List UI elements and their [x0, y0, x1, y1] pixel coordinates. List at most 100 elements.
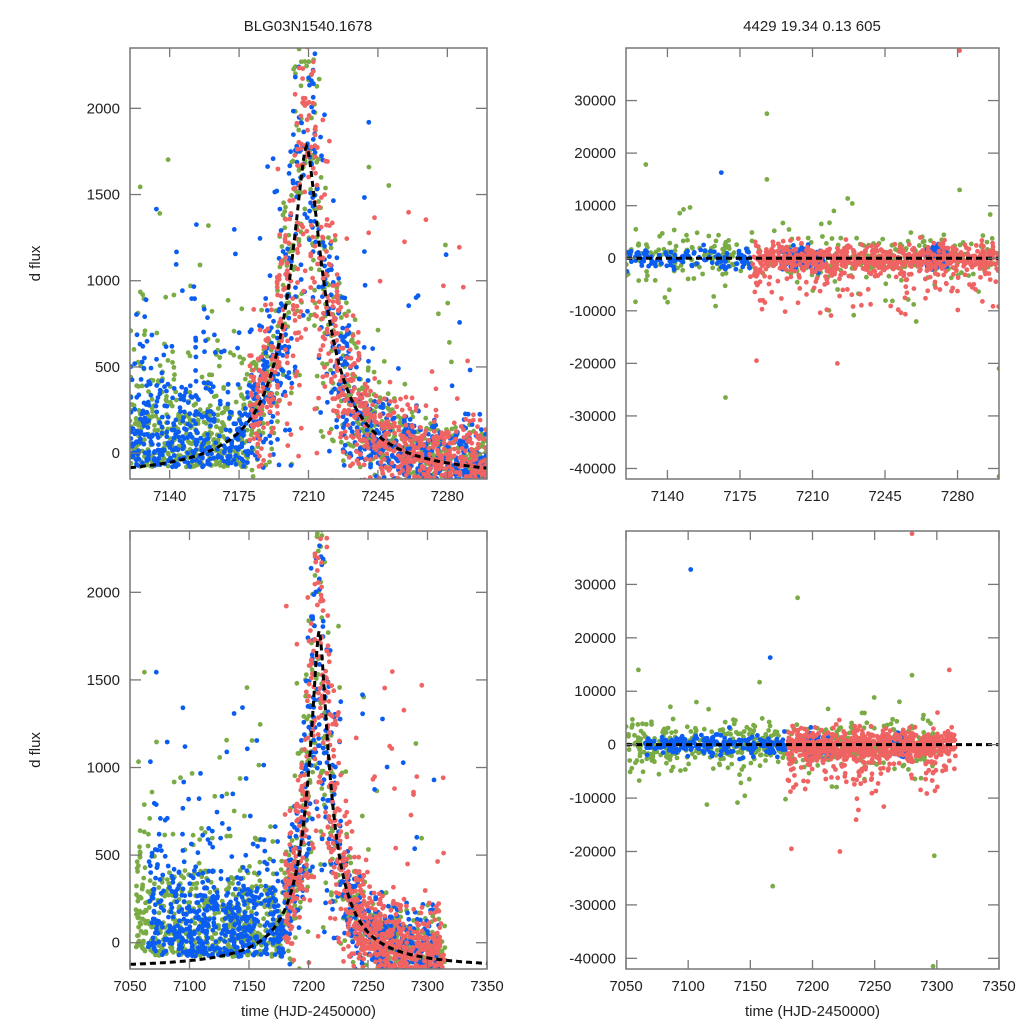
point-red — [269, 357, 275, 362]
y-tick-label: -10000 — [569, 303, 616, 320]
point-red — [260, 385, 266, 390]
point-red — [832, 252, 837, 258]
point-blue — [264, 308, 270, 313]
point-blue — [340, 414, 346, 420]
point-red — [312, 406, 318, 412]
point-red — [839, 270, 845, 275]
point-red — [348, 364, 353, 369]
point-blue — [483, 495, 488, 500]
point-green — [375, 327, 381, 333]
point-green — [644, 269, 649, 274]
point-green — [423, 415, 429, 421]
point-green — [282, 225, 288, 231]
point-blue — [477, 411, 483, 417]
point-blue — [165, 381, 171, 387]
point-green — [157, 363, 163, 368]
point-blue — [164, 434, 170, 440]
point-red — [342, 429, 348, 435]
point-red — [284, 354, 290, 359]
point-blue — [479, 501, 484, 506]
point-red — [795, 300, 801, 306]
point-red — [361, 462, 367, 468]
point-blue — [134, 439, 139, 445]
point-red — [433, 407, 439, 413]
point-red — [248, 374, 254, 379]
point-blue — [474, 488, 479, 493]
point-red — [300, 66, 306, 71]
point-red — [966, 246, 972, 252]
point-blue — [681, 255, 687, 261]
point-green — [270, 871, 276, 877]
point-blue — [189, 458, 195, 464]
point-blue — [212, 350, 218, 355]
point-red — [346, 377, 351, 383]
point-green — [171, 377, 177, 382]
point-red — [378, 465, 384, 471]
point-green — [401, 491, 406, 496]
point-red — [398, 396, 403, 402]
point-red — [986, 248, 992, 254]
point-red — [859, 302, 864, 308]
point-blue — [200, 464, 205, 470]
point-blue — [406, 497, 411, 502]
point-blue — [327, 254, 332, 259]
panel-top-right: 7140 7175 7210 7245 7280-40000-30000-20000-1… — [569, 47, 1000, 505]
point-red — [481, 436, 487, 442]
point-blue — [241, 463, 247, 469]
point-red — [331, 408, 336, 414]
point-red — [766, 281, 772, 287]
y-tick-label: 10000 — [574, 198, 616, 215]
point-blue — [277, 206, 283, 212]
point-blue — [402, 427, 407, 433]
point-red — [936, 248, 942, 254]
point-green — [452, 510, 457, 515]
point-green — [916, 243, 922, 248]
point-green — [221, 384, 227, 390]
point-green — [469, 496, 474, 501]
point-blue — [148, 365, 154, 371]
point-red — [461, 435, 467, 440]
point-red — [932, 264, 938, 270]
point-blue — [457, 320, 462, 325]
point-red — [269, 429, 275, 435]
point-blue — [136, 448, 141, 453]
point-red — [305, 127, 310, 133]
point-green — [130, 328, 134, 334]
point-red — [289, 385, 294, 391]
point-blue — [171, 453, 177, 458]
point-green — [653, 249, 659, 255]
point-blue — [407, 446, 413, 452]
point-red — [419, 463, 425, 469]
point-blue — [191, 284, 197, 289]
point-blue — [193, 378, 199, 384]
point-red — [247, 353, 253, 358]
point-green — [480, 502, 485, 507]
point-red — [896, 259, 902, 264]
point-blue — [468, 488, 473, 493]
point-blue — [278, 228, 284, 233]
point-blue — [322, 112, 327, 118]
point-green — [215, 338, 220, 343]
point-red — [859, 242, 865, 248]
point-blue — [149, 332, 155, 338]
point-green — [195, 417, 201, 423]
point-blue — [231, 227, 237, 232]
point-green — [147, 816, 153, 821]
point-red — [285, 443, 291, 448]
point-red — [267, 392, 272, 398]
point-red — [940, 245, 946, 251]
point-red — [457, 455, 463, 461]
point-red — [378, 460, 384, 465]
point-red — [779, 296, 784, 301]
point-blue — [724, 250, 730, 256]
point-green — [156, 910, 162, 916]
point-red — [324, 217, 330, 222]
point-red — [890, 261, 896, 267]
point-green — [685, 276, 691, 282]
point-red — [987, 260, 993, 265]
point-red — [392, 398, 398, 404]
point-blue — [173, 417, 179, 423]
point-red — [364, 432, 370, 438]
point-green — [253, 361, 259, 367]
point-red — [383, 444, 389, 450]
